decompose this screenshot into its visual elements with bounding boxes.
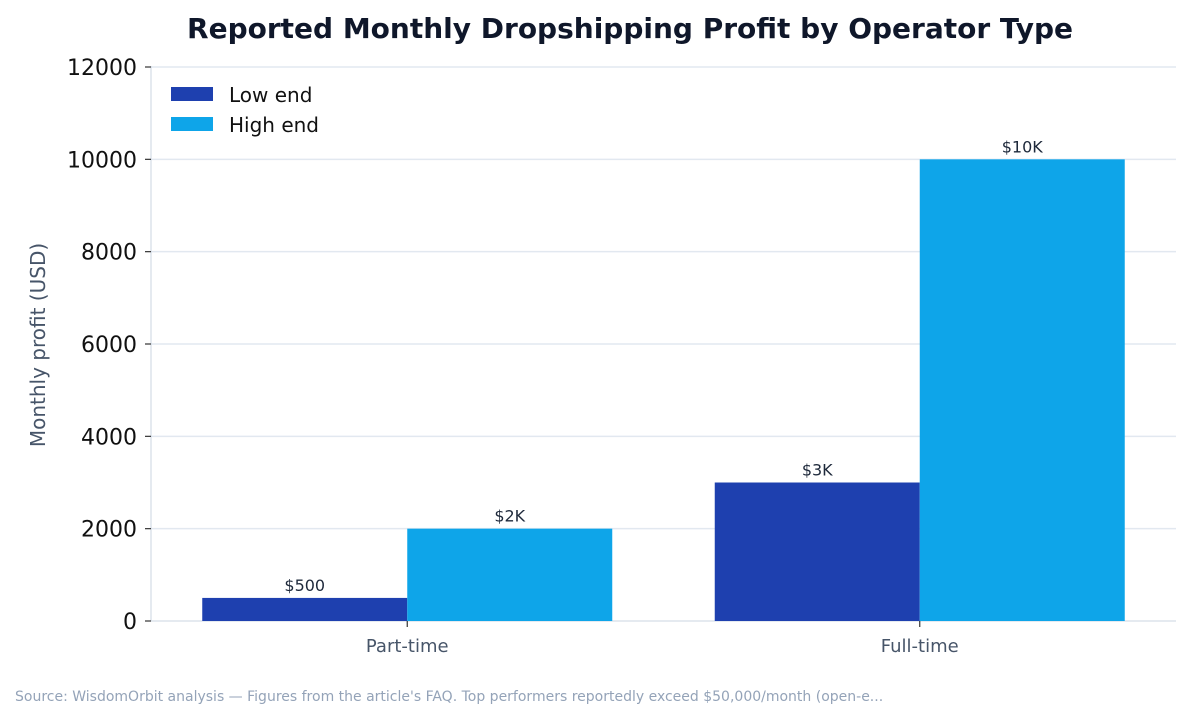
legend-label: Low end — [229, 83, 312, 107]
data-label: $10K — [1002, 137, 1044, 156]
y-tick-label: 0 — [123, 610, 137, 635]
data-label: $2K — [494, 507, 525, 526]
y-tick-label: 4000 — [81, 425, 137, 450]
y-ticks: 0 2000 4000 6000 8000 10000 12000 — [67, 56, 151, 635]
bar-low-end — [714, 482, 920, 621]
legend-swatch — [171, 87, 213, 101]
legend-label: High end — [229, 113, 319, 137]
y-tick-label: 12000 — [67, 56, 137, 81]
x-tick-label: Part-time — [366, 636, 449, 657]
data-labels: $500 $2K $3K $10K — [284, 137, 1043, 595]
legend: Low end High end — [171, 83, 319, 137]
bar-high-end — [407, 528, 613, 621]
y-tick-label: 6000 — [81, 333, 137, 358]
bar-low-end — [202, 597, 408, 621]
y-tick-label: 2000 — [81, 518, 137, 543]
legend-swatch — [171, 117, 213, 131]
data-label: $3K — [802, 461, 833, 480]
data-label: $500 — [284, 576, 325, 595]
x-ticks: Part-time Full-time — [366, 621, 959, 657]
y-tick-label: 8000 — [81, 241, 137, 266]
y-tick-label: 10000 — [67, 148, 137, 173]
x-tick-label: Full-time — [881, 636, 959, 657]
chart-title: Reported Monthly Dropshipping Profit by … — [187, 12, 1073, 45]
bars — [202, 159, 1125, 622]
bar-high-end — [919, 159, 1125, 622]
source-note: Source: WisdomOrbit analysis — Figures f… — [15, 689, 883, 705]
y-axis-label: Monthly profit (USD) — [26, 243, 50, 447]
